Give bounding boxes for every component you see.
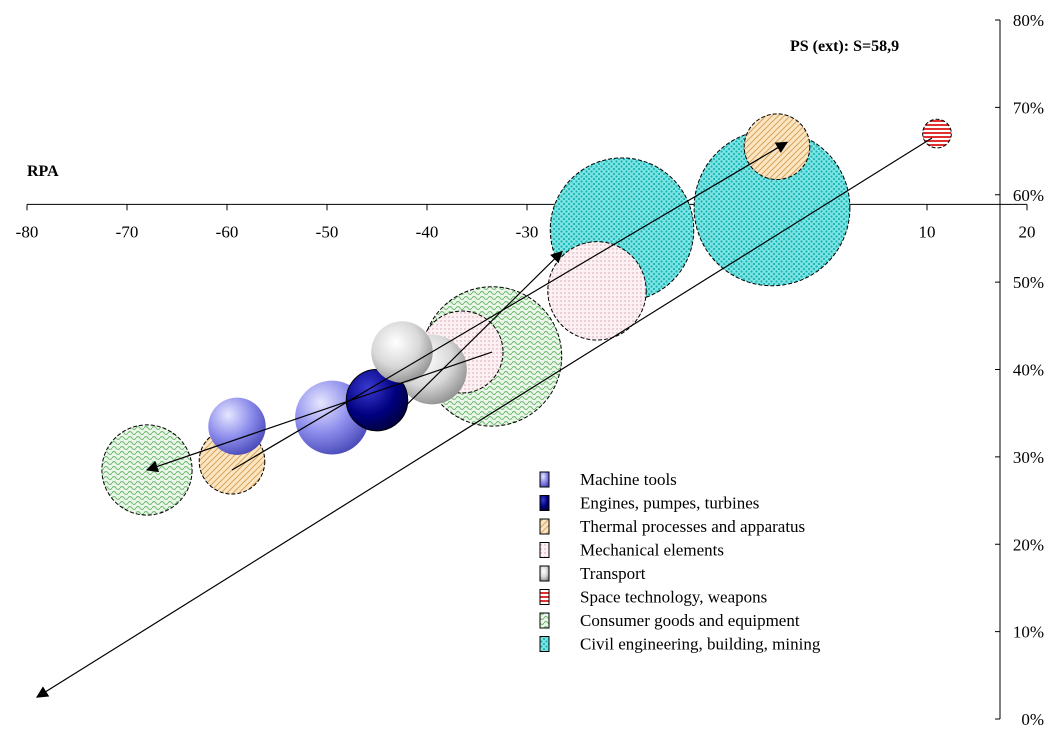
y-tick-label: 30% bbox=[1013, 448, 1044, 467]
legend-label: Consumer goods and equipment bbox=[580, 611, 800, 630]
legend-label: Space technology, weapons bbox=[580, 588, 767, 607]
legend-swatch bbox=[539, 471, 550, 488]
trend-arrow bbox=[406, 250, 563, 405]
bubble-thermal-processes-and-apparatus bbox=[743, 113, 811, 180]
y-tick-label: 50% bbox=[1013, 273, 1044, 292]
x-tick-label: -60 bbox=[216, 222, 239, 241]
chart-title: PS (ext): S=58,9 bbox=[790, 38, 899, 55]
x-tick-label: 10 bbox=[919, 222, 936, 241]
legend-label: Machine tools bbox=[580, 470, 677, 489]
x-tick-label: -50 bbox=[316, 222, 339, 241]
bubbles bbox=[101, 113, 952, 516]
x-tick-label: -80 bbox=[16, 222, 39, 241]
legend-swatch bbox=[539, 565, 550, 582]
y-tick-label: 40% bbox=[1013, 361, 1044, 380]
bubble-machine-tools bbox=[208, 397, 266, 455]
bubble-mechanical-elements bbox=[547, 241, 647, 341]
y-tick-label: 80% bbox=[1013, 11, 1044, 30]
trend-arrow bbox=[231, 141, 789, 471]
legend-label: Engines, pumpes, turbines bbox=[580, 494, 759, 513]
legend-swatch bbox=[539, 542, 550, 558]
x-tick-label: -70 bbox=[116, 222, 139, 241]
legend-label: Transport bbox=[580, 564, 646, 583]
y-tick-label: 10% bbox=[1013, 623, 1044, 642]
legend-label: Civil engineering, building, mining bbox=[580, 635, 821, 654]
y-tick-label: 70% bbox=[1013, 98, 1044, 117]
legend-label: Mechanical elements bbox=[580, 541, 724, 560]
x-tick-label: 20 bbox=[1019, 222, 1036, 241]
trend-arrows bbox=[35, 137, 933, 698]
bubble-transport bbox=[371, 321, 433, 383]
bubble-space-technology-weapons bbox=[922, 118, 952, 149]
y-tick-label: 0% bbox=[1021, 710, 1044, 729]
y-tick-label: 20% bbox=[1013, 535, 1044, 554]
x-tick-label: -30 bbox=[516, 222, 539, 241]
trend-arrow bbox=[145, 351, 493, 473]
trend-arrow bbox=[35, 137, 933, 698]
legend-swatch bbox=[539, 589, 550, 605]
legend: Machine tools Engines, pumpes, turbines Th… bbox=[539, 470, 821, 654]
legend-swatch bbox=[539, 495, 550, 511]
x-tick-label: -40 bbox=[416, 222, 439, 241]
legend-swatch bbox=[539, 518, 550, 535]
legend-swatch bbox=[539, 636, 550, 652]
legend-label: Thermal processes and apparatus bbox=[580, 517, 805, 536]
x-axis-label: RPA bbox=[27, 163, 59, 180]
y-tick-label: 60% bbox=[1013, 186, 1044, 205]
legend-swatch bbox=[539, 612, 550, 629]
